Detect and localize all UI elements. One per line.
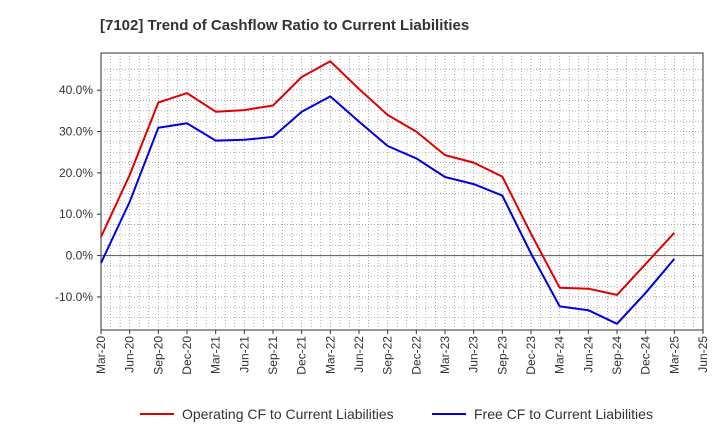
axes: -10.0% 0.0% 10.0% 20.0% 30.0% 40.0% Mar-20 Jun-… [55, 83, 710, 374]
x-tick-label: Mar-22 [323, 336, 337, 374]
plot-area [100, 52, 704, 331]
x-tick-label: Jun-23 [467, 336, 481, 373]
y-tick-label: 0.0% [66, 249, 94, 263]
legend: Operating CF to Current Liabilities Free … [140, 406, 653, 422]
series-line-operating-cf [100, 60, 676, 296]
x-tick-label: Sep-22 [381, 336, 395, 375]
y-tick-label: 20.0% [59, 166, 93, 180]
x-tick-label: Sep-21 [266, 336, 280, 375]
legend-label: Free CF to Current Liabilities [474, 406, 653, 422]
y-tick-label: 30.0% [59, 125, 93, 139]
x-tick-label: Jun-20 [123, 336, 137, 373]
x-tick-label: Jun-24 [581, 336, 595, 373]
series-line-free-cf [100, 95, 676, 325]
x-tick-label: Sep-20 [151, 336, 165, 375]
x-tick-label: Dec-22 [409, 336, 423, 375]
chart-title: [7102] Trend of Cashflow Ratio to Curren… [100, 17, 469, 34]
x-tick-label: Dec-21 [295, 336, 309, 375]
x-tick-label: Jun-22 [352, 336, 366, 373]
x-tick-label: Mar-24 [553, 336, 567, 374]
x-tick-label: Mar-20 [94, 336, 108, 374]
x-tick-label: Mar-23 [438, 336, 452, 374]
x-tick-label: Sep-24 [610, 336, 624, 375]
x-tick-label: Dec-20 [180, 336, 194, 375]
y-tick-label: 10.0% [59, 207, 93, 221]
x-tick-label: Mar-25 [667, 336, 681, 374]
y-tick-label: -10.0% [55, 290, 93, 304]
x-tick-label: Jun-21 [237, 336, 251, 373]
y-tick-label: 40.0% [59, 83, 93, 97]
legend-label: Operating CF to Current Liabilities [182, 406, 394, 422]
x-tick-label: Jun-25 [696, 336, 710, 373]
x-tick-label: Dec-24 [639, 336, 653, 375]
x-tick-label: Mar-21 [209, 336, 223, 374]
x-tick-label: Sep-23 [495, 336, 509, 375]
series-lines [100, 60, 676, 325]
x-tick-label: Dec-23 [524, 336, 538, 375]
